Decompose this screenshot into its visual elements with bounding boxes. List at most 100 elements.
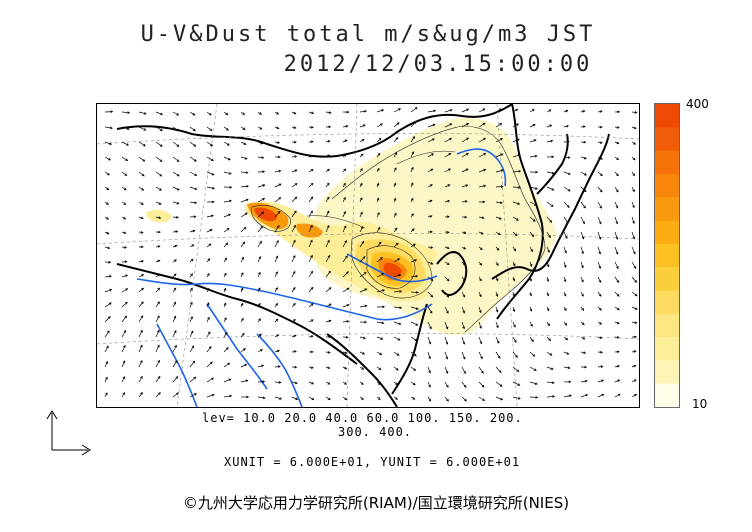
wind-vector (444, 291, 449, 298)
wind-vector (427, 261, 433, 265)
wind-vector-head (310, 169, 314, 172)
wind-vector (614, 321, 620, 324)
wind-vector (614, 393, 621, 398)
wind-vector-head (531, 109, 535, 112)
wind-vector-head (496, 247, 500, 251)
wind-vector (342, 271, 349, 278)
wind-vector (478, 108, 485, 113)
wind-vector (563, 366, 570, 369)
wind-vector (444, 381, 449, 388)
wind-vector-head (599, 336, 603, 339)
wind-vector-head (223, 287, 227, 291)
wind-vector-head (277, 210, 281, 214)
wind-vector-head (547, 250, 550, 253)
wind-vector (563, 156, 570, 159)
wind-vector (410, 366, 416, 371)
wind-vector (206, 186, 215, 189)
wind-vector (614, 186, 619, 193)
wind-vector-head (583, 189, 587, 193)
wind-vector-head (362, 124, 366, 127)
wind-vector-head (194, 173, 198, 176)
wind-vector-head (599, 189, 603, 193)
wind-vector (206, 377, 214, 383)
wind-vector (121, 301, 128, 308)
wind-vector-head (563, 265, 567, 268)
wind-vector (410, 306, 419, 310)
wind-vector (478, 216, 484, 219)
wind-vector-head (245, 198, 249, 202)
wind-vector-head (615, 189, 619, 193)
wind-vector (104, 246, 110, 249)
wind-vector (359, 241, 364, 248)
wind-vector (104, 361, 108, 368)
wind-vector (121, 392, 125, 398)
wind-vector-head (328, 287, 332, 290)
color-scale-swatch (655, 267, 679, 291)
wind-vector (291, 381, 298, 384)
wind-vector-head (381, 321, 385, 325)
wind-vector (512, 351, 518, 358)
wind-vector-head (293, 111, 297, 115)
wind-vector (512, 186, 521, 188)
wind-vector-head (565, 109, 569, 113)
wind-vector-head (446, 215, 450, 219)
wind-vector-head (567, 188, 571, 192)
wind-vector-head (430, 278, 434, 281)
wind-vector-head (157, 301, 160, 305)
wind-vector-head (344, 351, 348, 355)
wind-vector-head (123, 216, 127, 220)
wind-vector (631, 171, 635, 176)
color-scale-swatch (655, 337, 679, 361)
wind-vector-head (106, 187, 110, 191)
wind-vector (461, 123, 469, 128)
wind-vector-head (516, 138, 520, 142)
wind-vector (495, 336, 500, 344)
wind-vector (461, 336, 465, 345)
wind-vector-head (190, 258, 194, 262)
wind-vector-head (140, 375, 143, 379)
wind-vector (291, 240, 296, 248)
wind-vector (376, 366, 381, 370)
wind-vector-head (428, 398, 432, 402)
reference-vector-axes (46, 410, 91, 456)
wind-vector (529, 201, 537, 206)
wind-vector (529, 351, 535, 357)
wind-vector-head (498, 370, 502, 374)
wind-vector-head (260, 349, 263, 352)
wind-vector-head (209, 128, 213, 131)
wind-vector-head (228, 172, 232, 175)
wind-vector-head (122, 376, 125, 379)
wind-vector (223, 228, 230, 233)
wind-vector-head (176, 215, 179, 219)
wind-vector (410, 151, 414, 158)
wind-vector-head (275, 255, 279, 259)
wind-vector-head (551, 188, 555, 191)
wind-vector-head (445, 341, 449, 345)
wind-vector-head (546, 278, 550, 282)
wind-vector (563, 186, 571, 192)
wind-vector-head (262, 380, 266, 384)
wind-vector-head (376, 182, 380, 186)
wind-vector-head (550, 204, 554, 207)
wind-vector-head (125, 274, 129, 278)
wind-vector-head (206, 287, 210, 291)
wind-vector-head (259, 333, 262, 337)
wind-vector-head (633, 350, 637, 353)
wind-vector-head (158, 202, 162, 205)
wind-vector-head (634, 293, 638, 297)
wind-vector-head (583, 351, 587, 355)
wind-vector (512, 366, 519, 372)
wind-vector (546, 396, 555, 398)
wind-vector (325, 320, 332, 323)
wind-vector (546, 246, 550, 253)
wind-vector-head (193, 215, 197, 219)
wind-vector (189, 393, 197, 398)
wind-vector-head (430, 168, 434, 172)
wind-vector (223, 395, 232, 398)
wind-vector-head (327, 239, 330, 243)
wind-vector (631, 111, 637, 113)
wind-vector-head (157, 329, 160, 333)
wind-vector-head (211, 214, 214, 218)
wind-vector (597, 216, 602, 224)
wind-vector (308, 183, 314, 188)
